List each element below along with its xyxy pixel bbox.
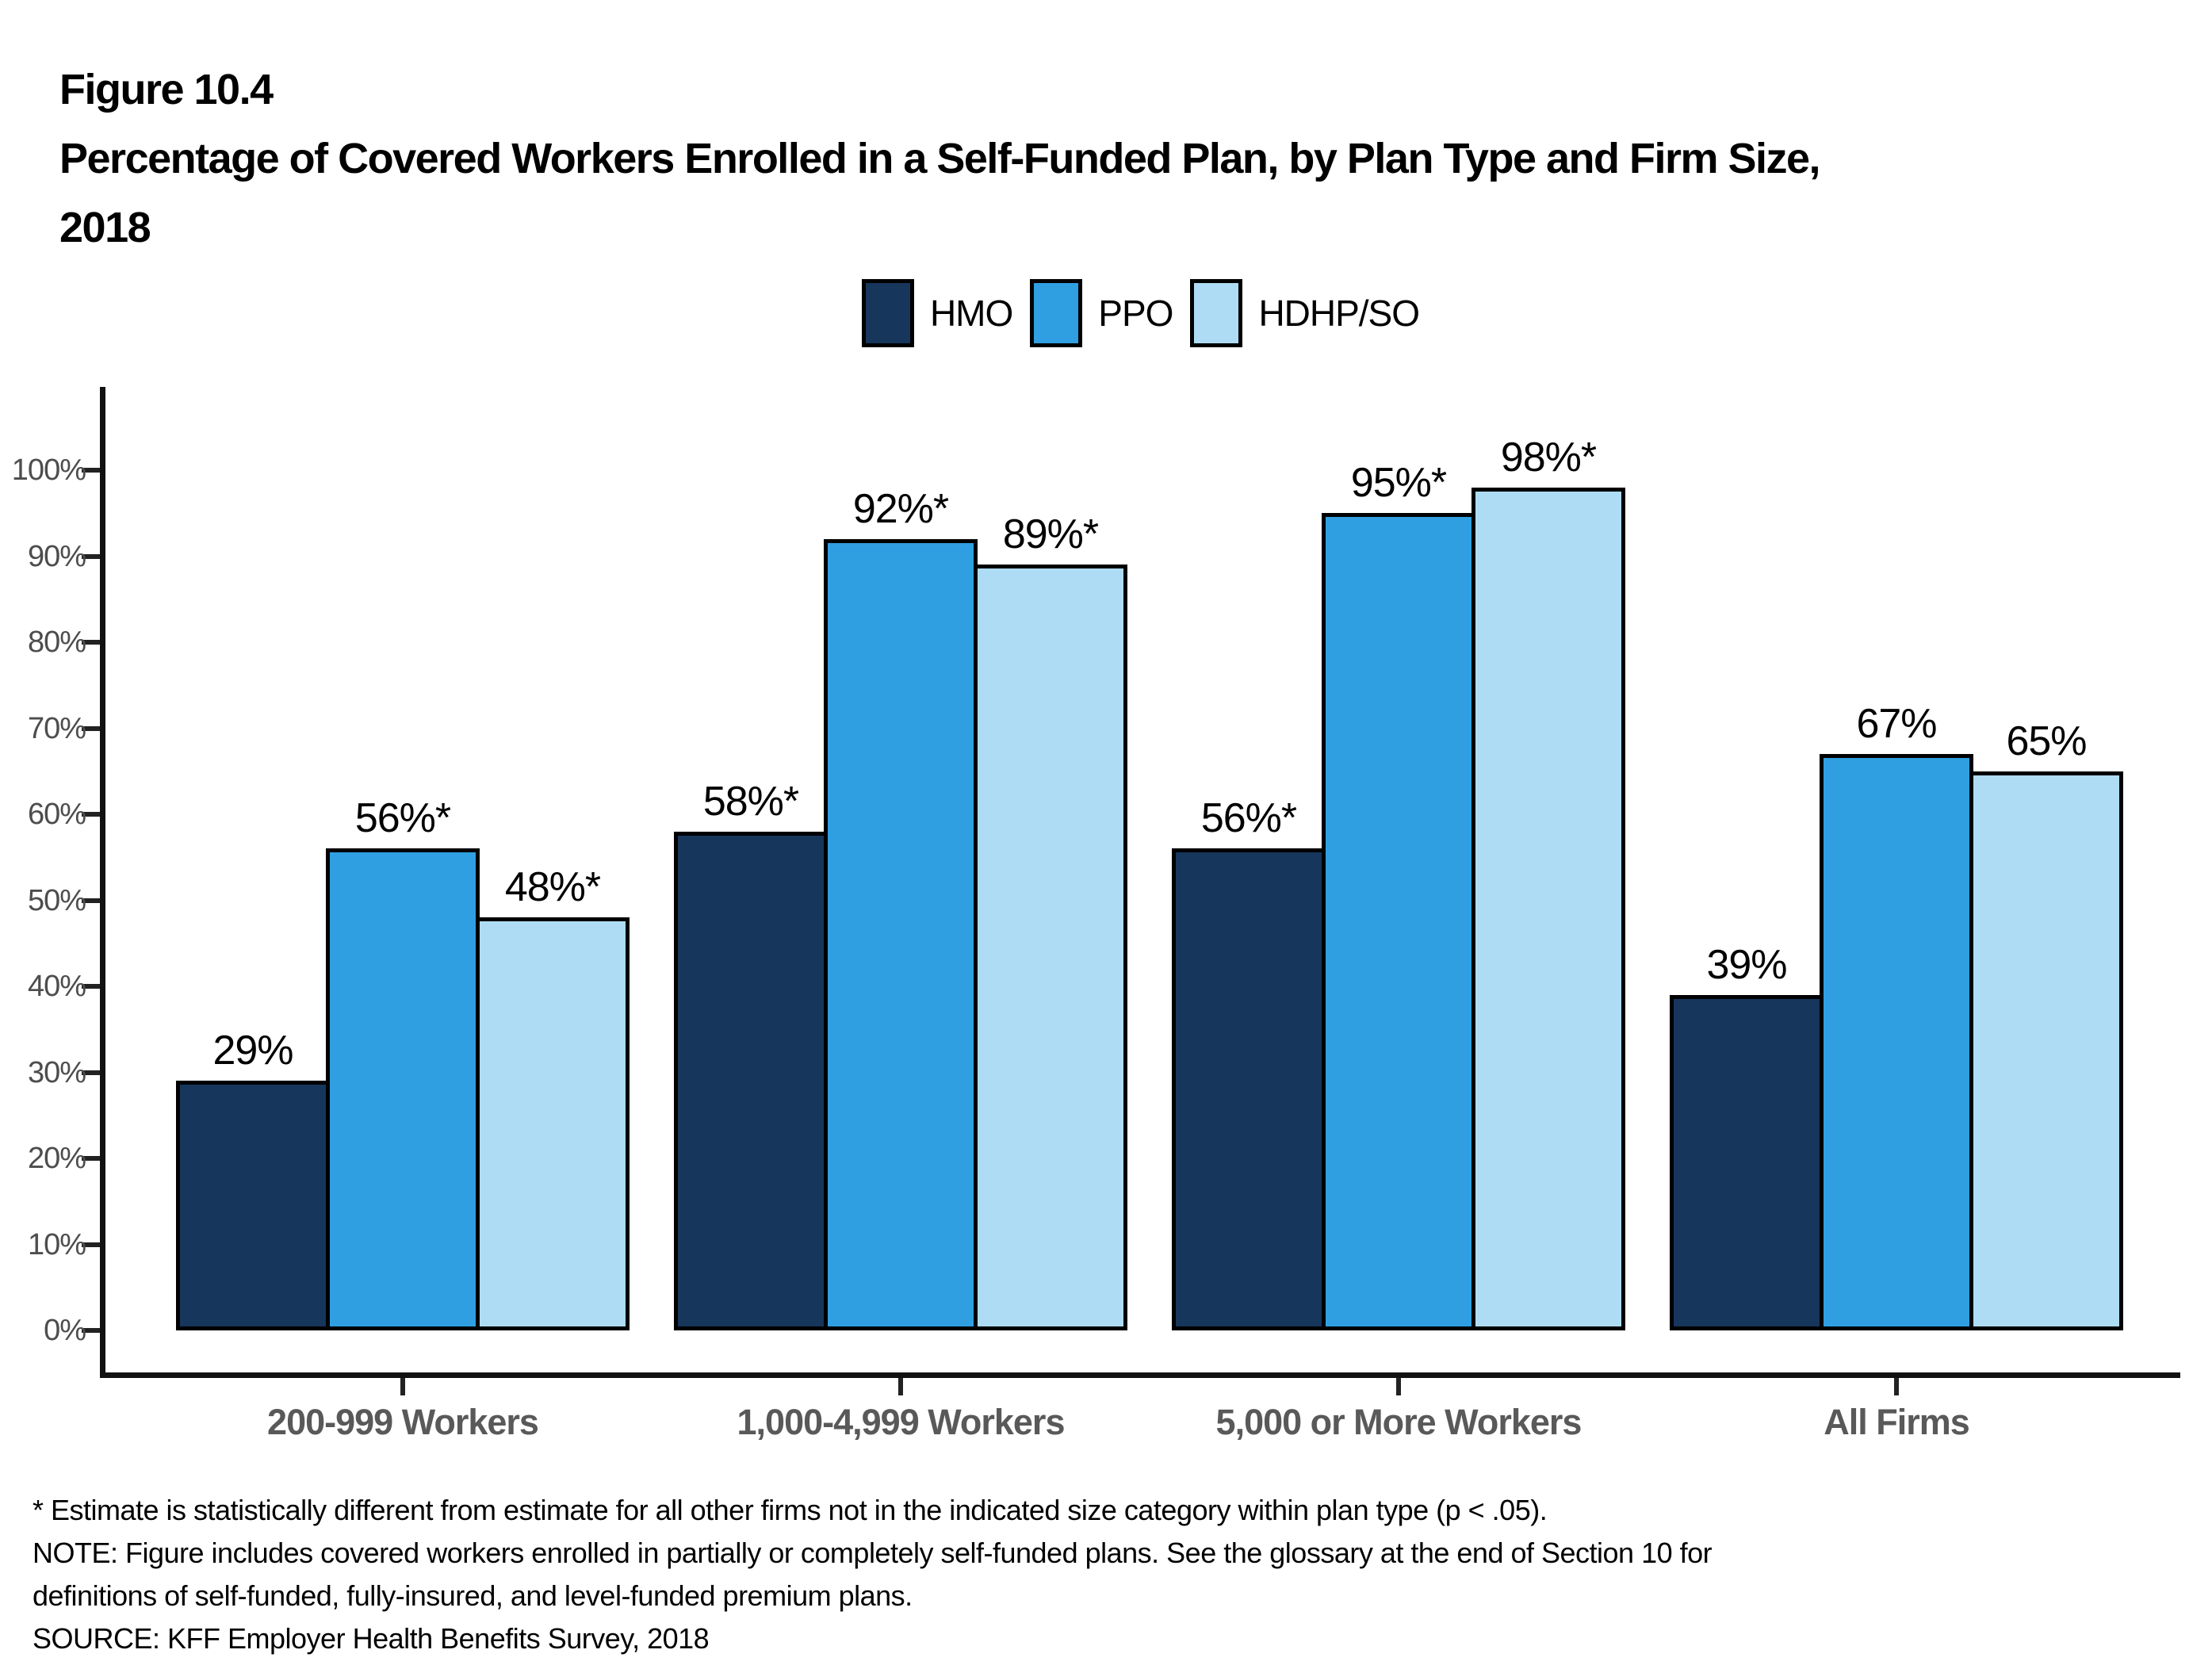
bar-hdhp-so-1-000-4-999-workers [974, 565, 1127, 1330]
category-label-5-000-or-more-workers: 5,000 or More Workers [1215, 1402, 1582, 1442]
bar-hmo-200-999-workers [176, 1081, 330, 1330]
value-label-ppo-5-000-or-more-workers: 95%* [1350, 460, 1447, 507]
figure-number: Figure 10.4 [59, 66, 274, 113]
value-label-ppo-1-000-4-999-workers: 92%* [852, 485, 949, 532]
y-axis-tick [82, 553, 100, 559]
y-axis-line [100, 387, 105, 1378]
legend-item-hdhp-so: HDHP/SO [1190, 279, 1420, 347]
x-axis-tick [400, 1378, 405, 1395]
y-axis-tick [82, 1328, 100, 1333]
x-axis-tick [1894, 1378, 1899, 1395]
y-axis-tick [82, 1242, 100, 1247]
y-axis-tick [82, 640, 100, 645]
y-axis-tick-label: 20% [27, 1142, 86, 1175]
y-axis-tick [82, 898, 100, 903]
footnote-source: SOURCE: KFF Employer Health Benefits Sur… [33, 1622, 710, 1655]
x-axis-tick [898, 1378, 903, 1395]
value-label-hmo-200-999-workers: 29% [212, 1028, 293, 1074]
value-label-ppo-all-firms: 67% [1856, 701, 1937, 748]
bar-hdhp-so-200-999-workers [476, 917, 630, 1330]
bar-hmo-1-000-4-999-workers [674, 831, 828, 1330]
bar-ppo-all-firms [1820, 754, 1973, 1330]
y-axis-tick [82, 725, 100, 731]
value-label-hmo-5-000-or-more-workers: 56%* [1200, 795, 1297, 842]
legend-item-hmo: HMO [861, 279, 1013, 347]
legend-swatch-ppo [1030, 279, 1083, 347]
bar-ppo-1-000-4-999-workers [824, 538, 978, 1330]
y-axis-tick [82, 1070, 100, 1075]
value-label-hdhp-so-1-000-4-999-workers: 89%* [1002, 511, 1099, 558]
y-axis-tick-label: 0% [44, 1314, 86, 1347]
title-block: Figure 10.4 Percentage of Covered Worker… [59, 56, 1821, 262]
legend-item-ppo: PPO [1030, 279, 1173, 347]
bar-ppo-200-999-workers [326, 848, 480, 1330]
legend-label-ppo: PPO [1098, 293, 1173, 334]
y-axis-tick-label: 100% [11, 454, 86, 487]
bar-hdhp-so-5-000-or-more-workers [1471, 487, 1625, 1330]
y-axis-tick-label: 50% [27, 883, 86, 917]
footnote-note-line-1: NOTE: Figure includes covered workers en… [33, 1537, 1713, 1569]
figure-title-line-1: Percentage of Covered Workers Enrolled i… [59, 135, 1821, 182]
figure-title-line-2: 2018 [59, 204, 151, 251]
footnotes: * Estimate is statistically different fr… [33, 1489, 1713, 1660]
category-label-1-000-4-999-workers: 1,000-4,999 Workers [737, 1402, 1066, 1442]
legend-swatch-hmo [861, 279, 914, 347]
footnote-asterisk: * Estimate is statistically different fr… [33, 1494, 1548, 1526]
value-label-hdhp-so-5-000-or-more-workers: 98%* [1500, 434, 1597, 480]
category-label-all-firms: All Firms [1824, 1402, 1970, 1442]
y-axis-tick-label: 60% [27, 798, 86, 831]
y-axis-tick [82, 812, 100, 817]
value-label-hdhp-so-all-firms: 65% [2006, 718, 2087, 764]
y-axis-tick-label: 70% [27, 711, 86, 745]
value-label-ppo-200-999-workers: 56%* [354, 795, 451, 842]
legend: HMO PPO HDHP/SO [103, 279, 2178, 347]
bar-ppo-5-000-or-more-workers [1322, 513, 1475, 1330]
bar-hmo-5-000-or-more-workers [1172, 848, 1326, 1330]
x-axis-line [100, 1372, 2180, 1378]
y-axis-tick-label: 80% [27, 626, 86, 659]
legend-swatch-hdhp-so [1190, 279, 1243, 347]
x-axis-tick [1396, 1378, 1401, 1395]
y-axis-tick [82, 468, 100, 473]
category-label-200-999-workers: 200-999 Workers [267, 1402, 539, 1442]
y-axis-tick-label: 90% [27, 539, 86, 573]
y-axis-tick-label: 10% [27, 1227, 86, 1261]
footnote-note-line-2: definitions of self-funded, fully-insure… [33, 1579, 913, 1612]
value-label-hdhp-so-200-999-workers: 48%* [504, 864, 601, 911]
value-label-hmo-all-firms: 39% [1706, 941, 1787, 988]
y-axis-tick-label: 40% [27, 970, 86, 1003]
legend-label-hmo: HMO [929, 293, 1013, 334]
y-axis-tick [82, 1156, 100, 1161]
y-axis-tick-label: 30% [27, 1055, 86, 1089]
legend-label-hdhp-so: HDHP/SO [1258, 293, 1420, 334]
bar-hdhp-so-all-firms [1969, 771, 2123, 1330]
value-label-hmo-1-000-4-999-workers: 58%* [702, 778, 799, 825]
y-axis-tick [82, 984, 100, 989]
bar-hmo-all-firms [1670, 994, 1824, 1330]
